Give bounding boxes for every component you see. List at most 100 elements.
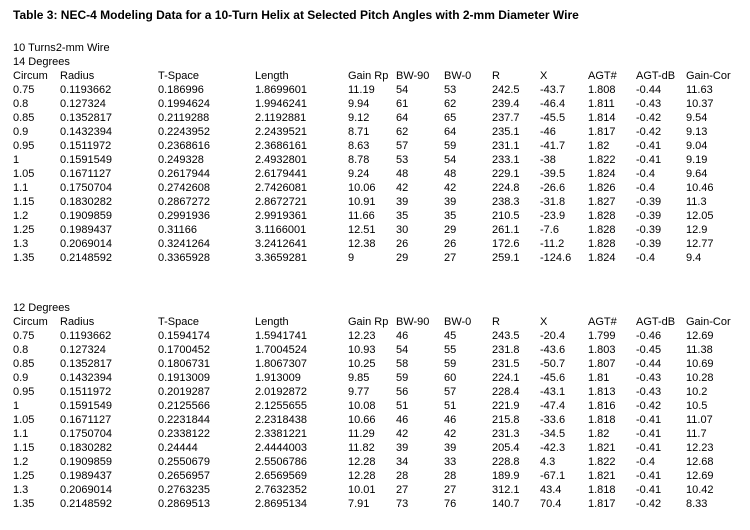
table-cell: 10.37 (686, 98, 714, 110)
table-cell: 228.4 (492, 386, 520, 398)
table-cell: -31.8 (540, 196, 566, 208)
table-cell: 0.127324 (60, 344, 106, 356)
table-cell: 8.71 (348, 126, 370, 138)
table-cell: 1.817 (588, 126, 616, 138)
table-cell: -0.39 (636, 210, 662, 222)
table-cell: 27 (396, 484, 409, 496)
table-cell: 0.1806731 (158, 358, 210, 370)
table-cell: -38 (540, 154, 556, 166)
table-row: 0.8 0.127324 0.1994624 1.9946241 9.94 61 62 239… (13, 97, 750, 111)
table-cell: 48 (396, 168, 409, 180)
table-cell: 12.51 (348, 224, 376, 236)
table-cell: 46 (444, 414, 457, 426)
wire-label: 2-mm Wire (55, 42, 110, 54)
table-cell: 11.66 (348, 210, 375, 222)
table-cell: 1.5941741 (255, 330, 307, 342)
table-cell: 12.38 (348, 238, 376, 250)
table-cell: 73 (396, 498, 409, 510)
data-table-14-degrees: Circum Radius T-Space Length Gain Rp BW-90 BW-… (13, 69, 750, 265)
table-row: 0.95 0.1511972 0.2368616 2.3686161 8.63 57 59 2… (13, 139, 750, 153)
table-cell: 215.8 (492, 414, 520, 426)
table-cell: 2.9919361 (255, 210, 307, 222)
table-cell: 0.1193662 (60, 330, 112, 342)
table-cell: -0.41 (636, 140, 662, 152)
table-cell: 0.1432394 (60, 126, 112, 138)
table-cell: 11.82 (348, 442, 375, 454)
table-cell: 1.826 (588, 182, 616, 194)
table-cell: 12.9 (686, 224, 708, 236)
table-cell: 1.25 (13, 470, 35, 482)
section-12-degrees: 12 Degrees Circum Radius T-Space Length Gain… (13, 301, 750, 511)
table-cell: 1.1 (13, 428, 29, 440)
table-cell: 46 (396, 414, 409, 426)
table-cell: 29 (444, 224, 457, 236)
table-cell: 1.913009 (255, 372, 301, 384)
table-cell: 54 (444, 154, 457, 166)
table-cell: -46.4 (540, 98, 566, 110)
meta-line: 10 Turns2-mm Wire (13, 41, 750, 55)
table-cell: 1.803 (588, 344, 616, 356)
table-cell: 3.3659281 (255, 252, 307, 264)
data-table-12-degrees: Circum Radius T-Space Length Gain Rp BW-90 BW-… (13, 315, 750, 511)
table-cell: 0.2148592 (60, 498, 112, 510)
column-header: Length (255, 316, 289, 328)
column-header: AGT-dB (636, 316, 676, 328)
table-cell: 42 (396, 182, 409, 194)
table-cell: -45.5 (540, 112, 566, 124)
table-cell: 10.08 (348, 400, 376, 412)
table-cell: 70.4 (540, 498, 562, 510)
table-row: 1.35 0.2148592 0.3365928 3.3659281 9 29 27 259.… (13, 251, 750, 265)
table-cell: -0.44 (636, 84, 662, 96)
table-row: 0.9 0.1432394 0.2243952 2.2439521 8.71 62 64 23… (13, 125, 750, 139)
table-cell: 0.8 (13, 344, 29, 356)
table-cell: 2.6179441 (255, 168, 307, 180)
table-cell: 12.77 (686, 238, 714, 250)
table-cell: -50.7 (540, 358, 566, 370)
table-cell: 8.63 (348, 140, 370, 152)
table-cell: 224.1 (492, 372, 520, 384)
table-cell: -0.43 (636, 386, 662, 398)
table-cell: -67.1 (540, 470, 566, 482)
table-cell: -0.44 (636, 358, 662, 370)
header-row: Circum Radius T-Space Length Gain Rp BW-90 BW-… (13, 315, 750, 329)
table-cell: 10.42 (686, 484, 714, 496)
table-cell: 10.93 (348, 344, 376, 356)
header-row: Circum Radius T-Space Length Gain Rp BW-90 BW-… (13, 69, 750, 83)
table-cell: 59 (444, 140, 457, 152)
table-cell: 1.82 (588, 428, 610, 440)
table-cell: 0.1352817 (60, 358, 112, 370)
table-cell: 0.2617944 (158, 168, 210, 180)
table-cell: 12.28 (348, 456, 376, 468)
table-cell: 11.29 (348, 428, 375, 440)
table-row: 0.85 0.1352817 0.2119288 2.1192881 9.12 64 65 2… (13, 111, 750, 125)
table-cell: 39 (396, 442, 409, 454)
section-14-degrees: 14 Degrees Circum Radius T-Space Length Gain… (13, 55, 750, 265)
table-cell: 0.75 (13, 330, 35, 342)
table-cell: 0.2368616 (158, 140, 210, 152)
table-cell: 10.5 (686, 400, 708, 412)
table-cell: -0.43 (636, 98, 662, 110)
column-header: BW-0 (444, 316, 472, 328)
table-cell: 30 (396, 224, 409, 236)
table-cell: 0.1671127 (60, 414, 112, 426)
table-cell: 1.827 (588, 196, 616, 208)
table-cell: -7.6 (540, 224, 559, 236)
table-cell: 8.33 (686, 498, 708, 510)
table-cell: 10.28 (686, 372, 714, 384)
table-cell: 65 (444, 112, 457, 124)
table-cell: 0.1700452 (158, 344, 210, 356)
table-cell: 1.822 (588, 456, 616, 468)
table-cell: 140.7 (492, 498, 520, 510)
table-cell: 1.35 (13, 498, 35, 510)
table-cell: 2.3381221 (255, 428, 307, 440)
table-cell: -20.4 (540, 330, 566, 342)
table-cell: 0.1591549 (60, 400, 112, 412)
table-cell: 1.818 (588, 414, 616, 426)
table-cell: 39 (444, 196, 457, 208)
column-header: T-Space (158, 70, 199, 82)
table-cell: 231.3 (492, 428, 520, 440)
table-cell: 1.35 (13, 252, 35, 264)
table-cell: 9.13 (686, 126, 708, 138)
table-cell: 1.828 (588, 224, 616, 236)
table-cell: 0.1830282 (60, 442, 112, 454)
